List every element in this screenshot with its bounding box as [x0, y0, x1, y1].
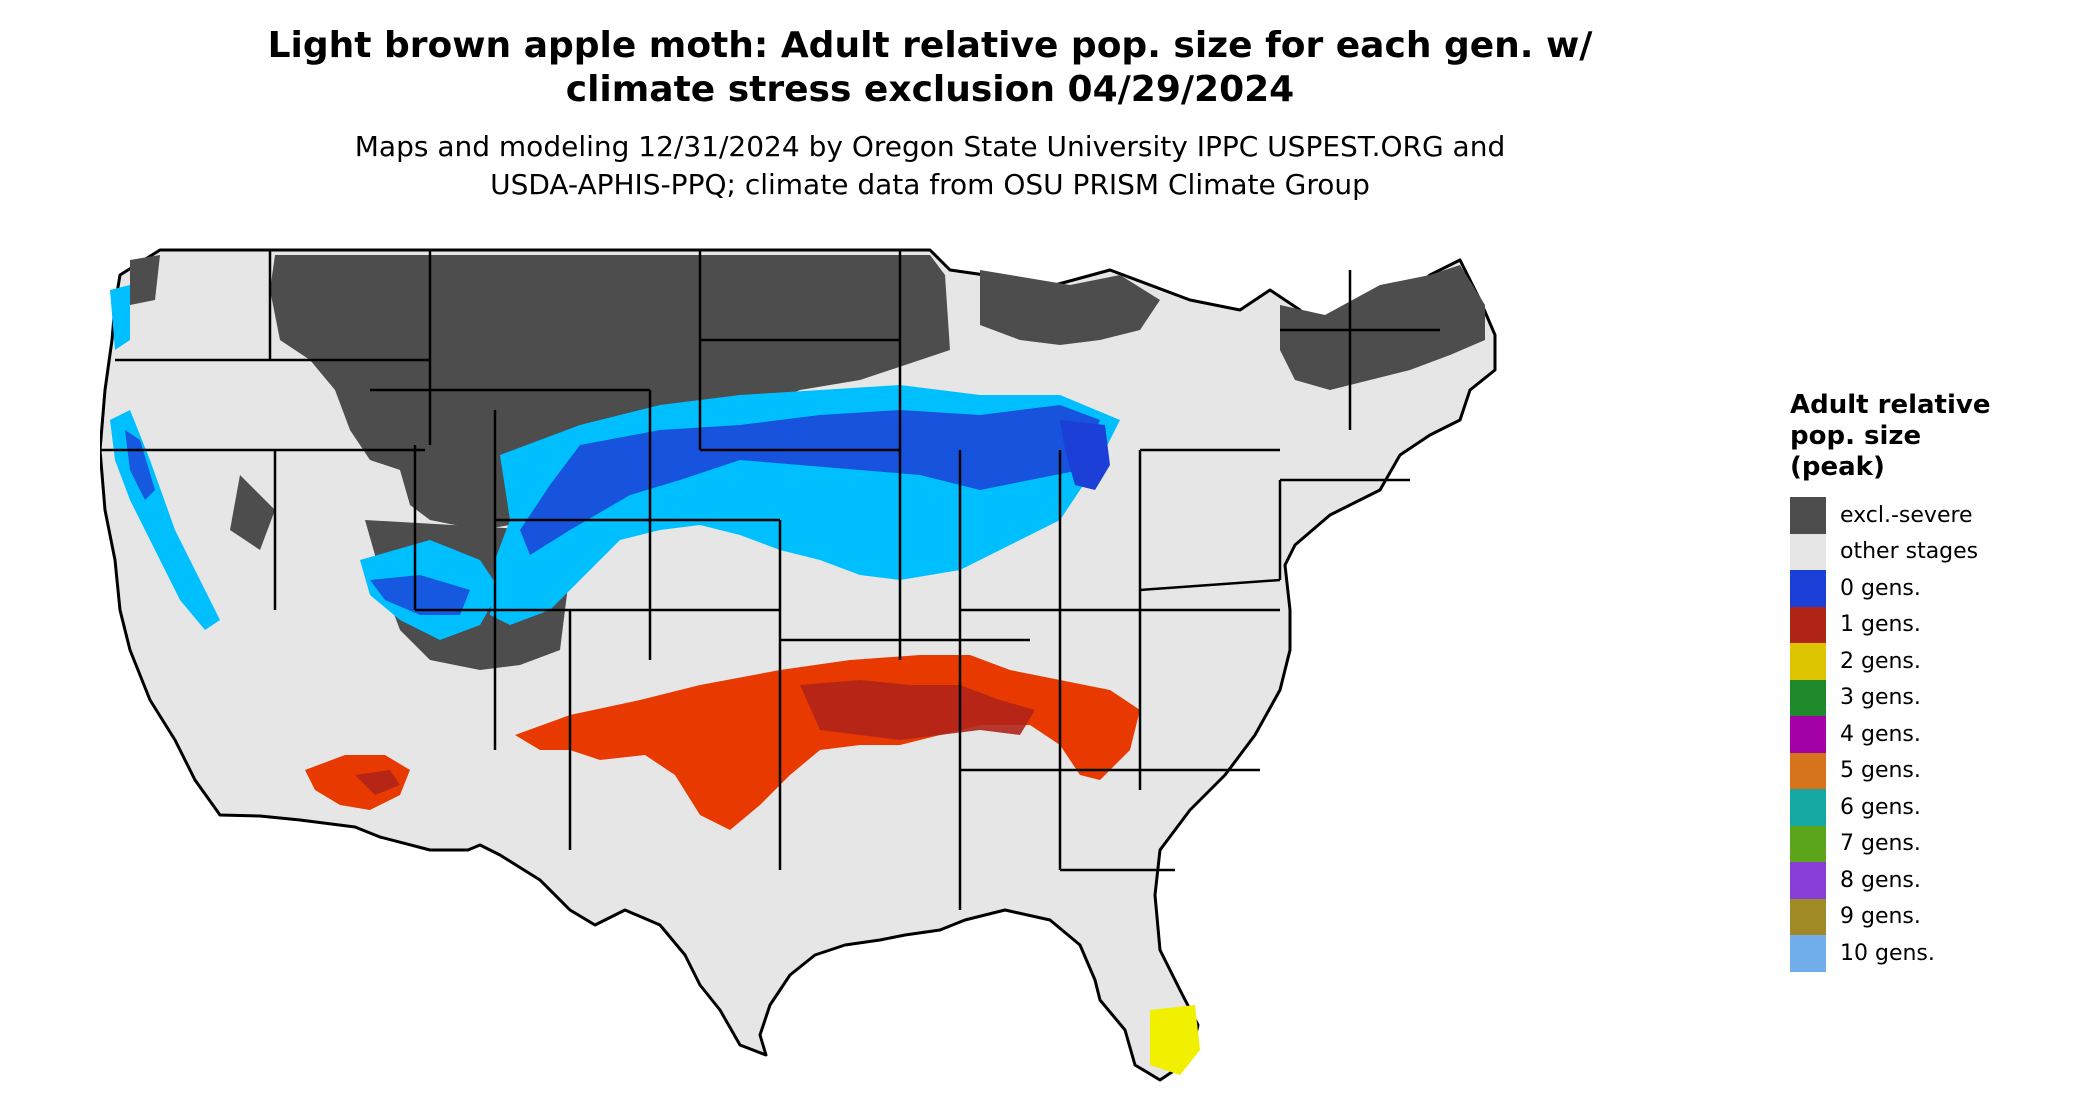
legend: Adult relative pop. size (peak) excl.-se…	[1790, 390, 2090, 972]
legend-title: Adult relative pop. size (peak)	[1790, 390, 2090, 483]
legend-item: 2 gens.	[1790, 643, 2090, 680]
map-title: Light brown apple moth: Adult relative p…	[180, 24, 1680, 112]
legend-label: 8 gens.	[1840, 867, 1921, 893]
legend-swatch	[1790, 789, 1826, 826]
legend-label: 5 gens.	[1840, 758, 1921, 784]
legend-item: 5 gens.	[1790, 752, 2090, 789]
legend-items: excl.-severe other stages 0 gens. 1 gens. 2 …	[1790, 497, 2090, 972]
legend-item: 7 gens.	[1790, 825, 2090, 862]
legend-label: 1 gens.	[1840, 612, 1921, 638]
legend-item: excl.-severe	[1790, 497, 2090, 534]
legend-item: 8 gens.	[1790, 862, 2090, 899]
legend-label: 6 gens.	[1840, 794, 1921, 820]
zero-gen-band	[110, 285, 1120, 640]
legend-label: 3 gens.	[1840, 685, 1921, 711]
legend-label: 2 gens.	[1840, 648, 1921, 674]
legend-title-line: pop. size	[1790, 421, 1922, 451]
legend-swatch	[1790, 825, 1826, 862]
legend-label: other stages	[1840, 539, 1979, 565]
legend-label: 7 gens.	[1840, 831, 1921, 857]
legend-swatch	[1790, 570, 1826, 607]
legend-title-line: (peak)	[1790, 452, 1885, 482]
legend-swatch	[1790, 898, 1826, 935]
title-line-2: climate stress exclusion 04/29/2024	[565, 69, 1295, 110]
legend-swatch	[1790, 752, 1826, 789]
legend-item: 1 gens.	[1790, 606, 2090, 643]
state-borders	[100, 250, 1440, 910]
legend-label: 10 gens.	[1840, 940, 1935, 966]
legend-swatch	[1790, 862, 1826, 899]
legend-item: 6 gens.	[1790, 789, 2090, 826]
legend-swatch	[1790, 716, 1826, 753]
title-line-1: Light brown apple moth: Adult relative p…	[267, 25, 1593, 66]
legend-swatch	[1790, 533, 1826, 570]
legend-label: excl.-severe	[1840, 502, 1973, 528]
one-gen-band	[305, 655, 1140, 830]
legend-item: 4 gens.	[1790, 716, 2090, 753]
map-subtitle: Maps and modeling 12/31/2024 by Oregon S…	[180, 128, 1680, 204]
legend-swatch	[1790, 935, 1826, 972]
legend-swatch	[1790, 679, 1826, 716]
legend-item: other stages	[1790, 533, 2090, 570]
legend-label: 9 gens.	[1840, 904, 1921, 930]
subtitle-line-2: USDA-APHIS-PPQ; climate data from OSU PR…	[490, 168, 1370, 201]
legend-item: 9 gens.	[1790, 898, 2090, 935]
legend-swatch	[1790, 606, 1826, 643]
legend-item: 3 gens.	[1790, 679, 2090, 716]
legend-item: 0 gens.	[1790, 570, 2090, 607]
subtitle-line-1: Maps and modeling 12/31/2024 by Oregon S…	[354, 130, 1506, 163]
legend-swatch	[1790, 643, 1826, 680]
legend-label: 0 gens.	[1840, 575, 1921, 601]
two-gen-area	[1150, 1005, 1200, 1075]
legend-swatch	[1790, 497, 1826, 534]
us-map	[100, 248, 1497, 1082]
legend-title-line: Adult relative	[1790, 390, 1991, 420]
legend-label: 4 gens.	[1840, 721, 1921, 747]
legend-item: 10 gens.	[1790, 935, 2090, 972]
